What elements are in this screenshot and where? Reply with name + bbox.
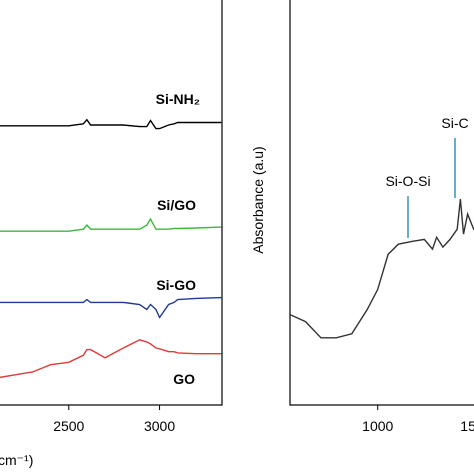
series-line	[0, 339, 222, 379]
x-axis-label: cm⁻¹)	[0, 452, 33, 468]
series-line	[289, 199, 474, 339]
series-line	[0, 118, 222, 130]
x-tick-label: 2500	[53, 418, 84, 434]
x-tick-label: 3000	[144, 418, 175, 434]
series-label: Si-NH₂	[156, 91, 200, 107]
series-line	[0, 217, 222, 232]
series-line	[0, 296, 222, 319]
annotation: Si-O-Si	[385, 173, 430, 189]
series-label: Si-GO	[156, 277, 196, 293]
right-frame	[289, 0, 474, 406]
y-axis-label: Absorbance (a.u)	[250, 146, 266, 253]
left-frame	[0, 0, 223, 406]
x-tick-label: 1000	[362, 418, 393, 434]
series-label: GO	[173, 371, 195, 387]
series-label: Si/GO	[157, 197, 196, 213]
annotation: Si-C	[441, 115, 468, 131]
x-tick-label: 1500	[460, 418, 474, 434]
